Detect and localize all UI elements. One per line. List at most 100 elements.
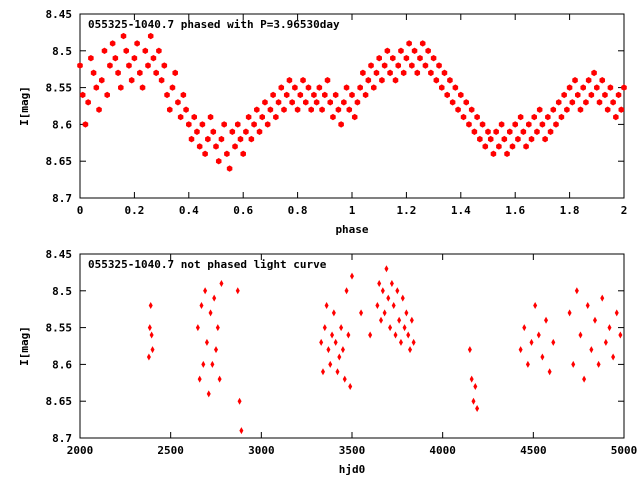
data-point: [311, 91, 317, 99]
data-point: [382, 309, 387, 317]
data-point: [567, 309, 572, 317]
data-point: [147, 32, 154, 40]
data-point: [212, 294, 217, 302]
data-point: [338, 121, 344, 128]
data-point: [256, 128, 263, 135]
data-point: [473, 382, 478, 390]
y-tick-label: 8.65: [46, 395, 73, 408]
data-point: [85, 99, 91, 106]
data-point: [515, 135, 521, 143]
data-point: [346, 331, 351, 339]
data-point: [377, 279, 382, 287]
y-tick-label: 8.65: [46, 155, 73, 168]
data-point: [305, 84, 312, 91]
data-point: [203, 287, 208, 295]
data-point: [240, 150, 246, 158]
data-point: [319, 338, 324, 346]
y-axis-label: I[mag]: [18, 326, 31, 366]
data-point: [574, 287, 579, 295]
data-point: [417, 54, 423, 62]
data-point: [411, 47, 418, 54]
data-point: [359, 309, 364, 317]
y-tick-label: 8.5: [52, 285, 72, 298]
data-point: [289, 99, 295, 106]
data-point: [520, 128, 527, 135]
data-point: [566, 84, 573, 91]
data-point: [615, 91, 622, 99]
data-point: [148, 302, 153, 310]
data-point: [523, 143, 529, 150]
data-point: [194, 128, 200, 135]
data-point: [210, 128, 217, 135]
data-point: [331, 309, 336, 317]
data-point: [324, 77, 331, 84]
data-point: [553, 121, 559, 128]
data-point: [146, 353, 151, 361]
data-point: [490, 150, 497, 158]
data-point: [409, 62, 415, 69]
data-point: [529, 338, 534, 346]
data-point: [245, 113, 252, 121]
data-point: [618, 106, 625, 113]
x-tick-label: 4500: [520, 444, 547, 457]
data-point: [88, 54, 94, 62]
data-point: [186, 121, 192, 128]
data-point: [275, 99, 282, 106]
data-point: [243, 128, 249, 135]
data-point: [292, 84, 298, 91]
data-point: [210, 360, 215, 368]
data-point: [406, 331, 411, 339]
data-point: [128, 77, 135, 84]
data-point: [79, 91, 86, 99]
data-point: [482, 143, 489, 150]
data-point: [213, 143, 219, 150]
y-tick-label: 8.6: [52, 358, 72, 371]
data-point: [137, 69, 143, 77]
data-point: [344, 287, 349, 295]
data-point: [379, 316, 384, 324]
x-tick-label: 0.4: [179, 204, 199, 217]
data-point: [564, 106, 570, 113]
data-point: [267, 106, 274, 113]
data-point: [580, 84, 586, 91]
data-point: [351, 113, 358, 121]
data-point: [574, 91, 581, 99]
data-point: [493, 128, 499, 135]
y-tick-label: 8.45: [46, 8, 73, 21]
data-point: [539, 121, 546, 128]
data-point: [436, 62, 442, 69]
data-point: [411, 338, 416, 346]
x-tick-label: 2: [621, 204, 628, 217]
y-tick-label: 8.55: [46, 82, 73, 95]
data-point: [449, 99, 456, 106]
data-point: [467, 346, 472, 354]
data-point: [337, 353, 342, 361]
data-point: [202, 150, 208, 158]
data-point: [540, 353, 545, 361]
data-point: [357, 84, 363, 91]
data-point: [591, 69, 597, 77]
x-tick-label: 0.6: [233, 204, 253, 217]
data-point: [468, 106, 475, 113]
data-point: [340, 346, 345, 354]
data-point: [596, 99, 603, 106]
y-tick-label: 8.5: [52, 45, 72, 58]
y-tick-label: 8.6: [52, 118, 72, 131]
x-tick-label: 1.4: [451, 204, 471, 217]
data-point: [215, 324, 220, 332]
data-point: [506, 128, 513, 135]
data-point: [406, 40, 412, 47]
data-point: [208, 309, 213, 317]
data-point: [320, 368, 325, 376]
data-point: [402, 324, 407, 332]
data-point: [232, 143, 238, 150]
data-point: [333, 338, 338, 346]
data-point: [379, 77, 385, 84]
data-point: [341, 99, 347, 106]
data-point: [175, 99, 181, 106]
data-point: [425, 47, 431, 54]
data-point: [183, 106, 189, 113]
chart-title: 055325-1040.7 not phased light curve: [88, 258, 327, 271]
data-point: [561, 91, 567, 99]
data-point: [534, 128, 540, 135]
